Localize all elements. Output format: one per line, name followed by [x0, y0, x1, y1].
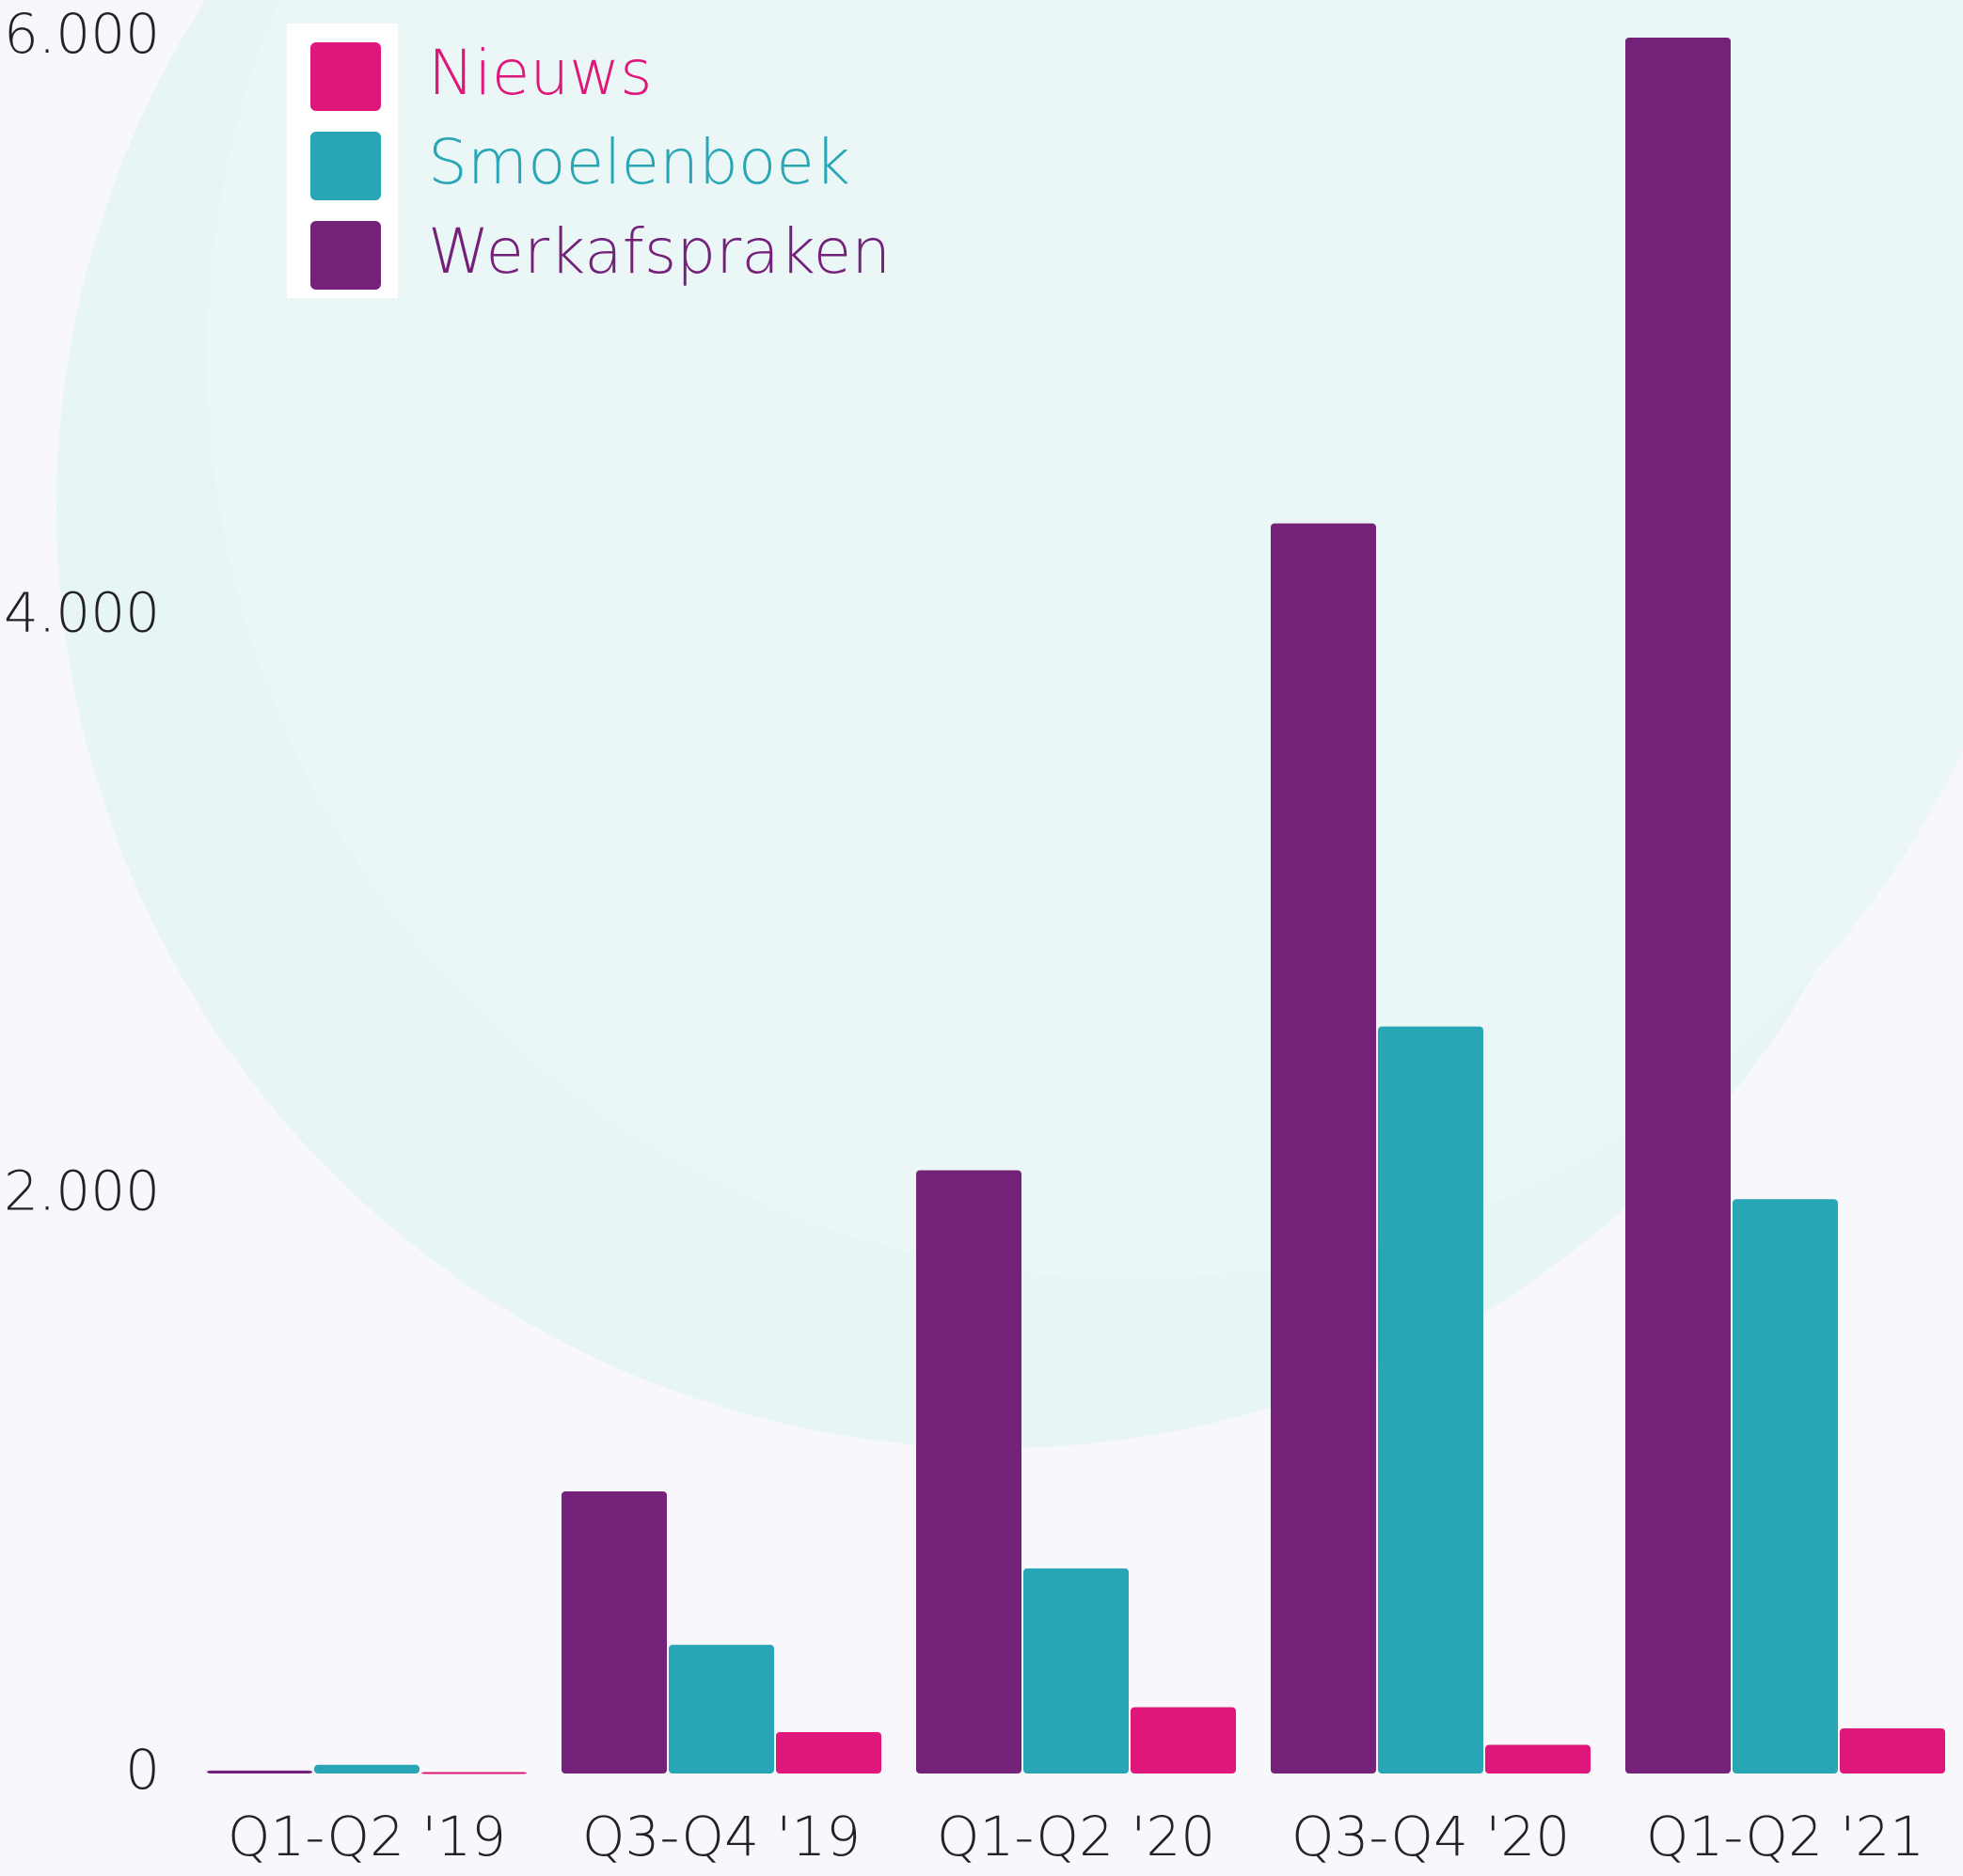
bar [1485, 1745, 1591, 1774]
bar [1733, 1199, 1838, 1774]
x-tick-label: Q1-Q2 '19 [228, 1805, 506, 1868]
legend-swatch [310, 42, 381, 111]
legend-label: Werkafspraken [428, 215, 891, 288]
page: 0 2.000 4.000 6.000 Q1-Q2 '19 Q3-Q4 '19 Q1-Q2 … [0, 0, 1963, 1876]
legend-label: Nieuws [428, 37, 653, 109]
bar [1131, 1708, 1236, 1774]
bar [916, 1171, 1021, 1774]
bar [776, 1732, 881, 1774]
bar [669, 1645, 774, 1774]
bar [1840, 1728, 1945, 1774]
bar [1625, 38, 1731, 1774]
x-tick-label: Q1-Q2 '20 [937, 1805, 1215, 1868]
bar [1378, 1027, 1483, 1774]
bar [207, 1771, 312, 1774]
y-tick-label: 0 [125, 1738, 160, 1802]
legend-swatch [310, 132, 381, 200]
bar [314, 1765, 420, 1774]
bar [1271, 524, 1376, 1774]
x-tick-label: Q3-Q4 '20 [1291, 1805, 1570, 1868]
y-tick-label: 2.000 [4, 1159, 160, 1223]
legend-swatch [310, 221, 381, 290]
y-tick-label: 4.000 [4, 580, 160, 644]
x-tick-label: Q1-Q2 '21 [1646, 1805, 1924, 1868]
x-tick-label: Q3-Q4 '19 [582, 1805, 861, 1868]
bar [1023, 1569, 1129, 1774]
bar [421, 1772, 527, 1774]
chart: 0 2.000 4.000 6.000 Q1-Q2 '19 Q3-Q4 '19 Q1-Q2 … [0, 0, 1963, 1876]
y-tick-label: 6.000 [4, 2, 160, 66]
bar [562, 1491, 667, 1774]
legend-label: Smoelenboek [428, 126, 850, 198]
